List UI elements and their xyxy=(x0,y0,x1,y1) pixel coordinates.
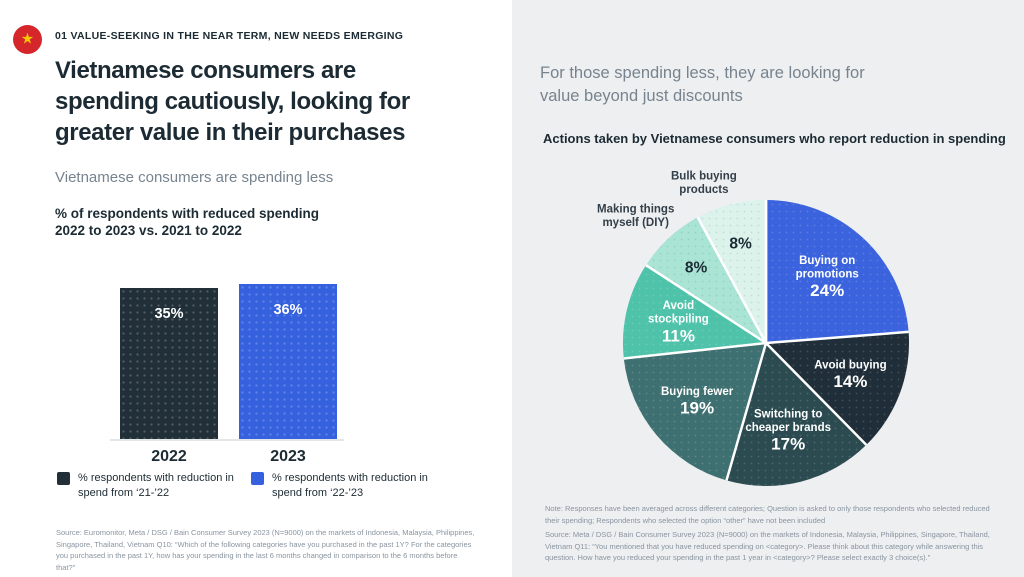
legend-swatch-blue xyxy=(251,472,264,485)
pie-slice-divider xyxy=(645,264,767,345)
legend-swatch-dark xyxy=(57,472,70,485)
pie-slice-texture xyxy=(622,265,766,359)
pie-slice-texture xyxy=(697,199,766,343)
pie-slice-texture xyxy=(766,200,909,343)
legend-label: % respondents with reduction in spend fr… xyxy=(78,472,234,499)
pie-slice-texture xyxy=(623,343,766,481)
bar-category-label: 2022 xyxy=(151,448,187,465)
bar-chart: 35% 2022 36% 2023 xyxy=(110,284,344,465)
slide-subtitle: Vietnamese consumers are spending less xyxy=(55,169,334,186)
x-axis-line xyxy=(110,439,344,441)
bar-chart-title: % of respondents with reduced spending 2… xyxy=(55,206,320,238)
pie-slice-texture xyxy=(646,217,766,343)
legend-item-2022: % respondents with reduction in spend fr… xyxy=(57,471,234,500)
pie-chart: Buying on promotions 24% Avoid buying 14% Swi… xyxy=(597,171,910,486)
kicker: 01 VALUE-SEEKING IN THE NEAR TERM, NEW N… xyxy=(55,30,404,42)
bar-2023: 36% xyxy=(239,284,337,439)
slide-title: Vietnamese consumers are spending cautio… xyxy=(55,57,410,146)
legend-item-2023: % respondents with reduction in spend fr… xyxy=(251,471,428,500)
pie-slice-texture xyxy=(726,343,867,486)
bar-value-label: 35% xyxy=(154,306,184,322)
pie-value-making-things-myself-diy: 8% xyxy=(685,260,708,277)
pie-label-buying-fewer: Buying fewer 19% xyxy=(661,386,734,418)
pie-label-switching-to-cheaper-brands: Switching to cheaper brands 17% xyxy=(745,408,831,453)
pie-label-avoid-buying: Avoid buying 14% xyxy=(814,359,886,391)
source-note-right: Source: Meta / DSG / Bain Consumer Surve… xyxy=(545,530,990,563)
pie-outside-label-bulk-buying-products: Bulk buying products xyxy=(671,171,737,197)
legend-label: % respondents with reduction in spend fr… xyxy=(272,472,428,499)
pie-chart-title: Actions taken by Vietnamese consumers wh… xyxy=(543,131,1006,146)
right-heading: For those spending less, they are lookin… xyxy=(540,64,865,105)
note-text: Note: Responses have been averaged acros… xyxy=(545,504,990,525)
pie-label-buying-on-promotions: Buying on promotions 24% xyxy=(796,255,859,300)
bar-value-label: 36% xyxy=(273,302,303,318)
vietnam-flag-icon: ★ xyxy=(13,25,42,54)
pie-outside-label-making-things-myself-diy: Making things myself (DIY) xyxy=(597,204,674,230)
pie-label-avoid-stockpiling: Avoid stockpiling 11% xyxy=(648,300,709,345)
pie-slice-divider xyxy=(696,216,768,344)
pie-slice-divider xyxy=(725,342,768,481)
right-panel: For those spending less, they are lookin… xyxy=(512,0,1024,577)
source-note-left: Source: Euromonitor, Meta / DSG / Bain C… xyxy=(56,528,475,572)
pie-slice-divider xyxy=(765,330,909,345)
left-panel: ★ 01 VALUE-SEEKING IN THE NEAR TERM, NEW… xyxy=(13,25,475,572)
pie-slice-texture xyxy=(766,331,910,445)
star-icon: ★ xyxy=(20,30,35,48)
bar-2022: 35% xyxy=(120,288,218,439)
pie-slice-divider xyxy=(765,342,868,446)
pie-slice-divider xyxy=(623,341,767,360)
bar-category-label: 2023 xyxy=(270,448,306,465)
pie-value-bulk-buying-products: 8% xyxy=(729,235,752,252)
